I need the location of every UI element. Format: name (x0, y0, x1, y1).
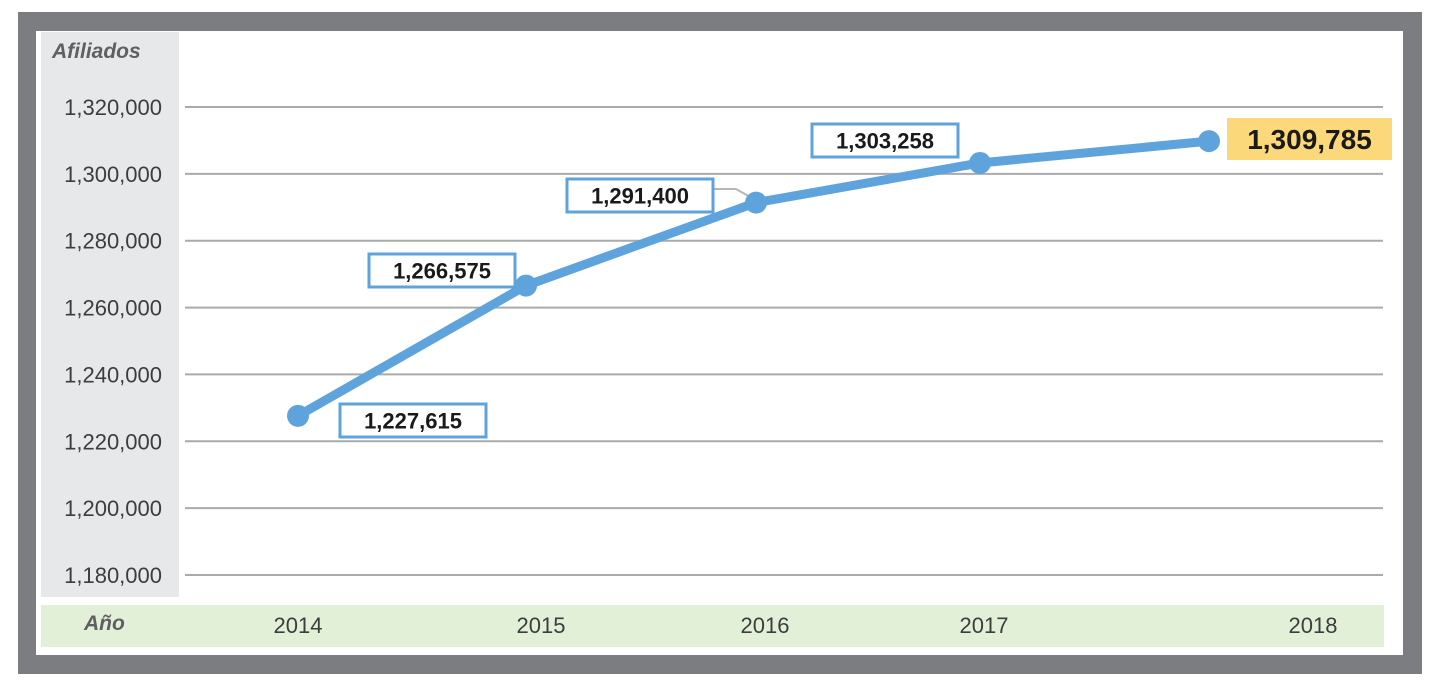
data-label: 1,309,785 (1247, 124, 1372, 155)
data-point (1198, 130, 1220, 153)
y-tick-label: 1,200,000 (64, 496, 162, 521)
y-tick-label: 1,180,000 (64, 563, 162, 588)
data-label: 1,266,575 (393, 259, 491, 284)
x-tick-label: 2016 (741, 613, 790, 638)
data-label-box (338, 402, 488, 439)
x-tick-label: 2017 (960, 613, 1009, 638)
data-label: 1,227,615 (364, 409, 462, 434)
x-axis-band (41, 605, 1384, 647)
x-tick-label: 2015 (517, 613, 566, 638)
data-label-box (367, 252, 517, 289)
data-label-box (810, 122, 960, 159)
y-tick-label: 1,280,000 (64, 229, 162, 254)
x-tick-label: 2018 (1289, 613, 1338, 638)
y-tick-label: 1,260,000 (64, 296, 162, 321)
chart-panel (36, 31, 1403, 655)
label-leader-line (714, 188, 753, 199)
data-point (745, 191, 767, 214)
x-tick-label: 2014 (274, 613, 323, 638)
data-label: 1,291,400 (591, 184, 689, 209)
data-point (515, 274, 537, 297)
y-axis-band (41, 32, 179, 597)
data-label-box (565, 177, 715, 214)
y-tick-label: 1,320,000 (64, 95, 162, 120)
data-point (287, 404, 309, 427)
data-label-box-highlight (1227, 118, 1392, 160)
y-tick-label: 1,220,000 (64, 429, 162, 454)
y-axis-title: Afiliados (52, 40, 141, 63)
x-axis-title: Año (84, 612, 125, 635)
data-label: 1,303,258 (836, 129, 934, 154)
y-tick-label: 1,300,000 (64, 162, 162, 187)
data-point (969, 151, 991, 174)
y-tick-label: 1,240,000 (64, 362, 162, 387)
